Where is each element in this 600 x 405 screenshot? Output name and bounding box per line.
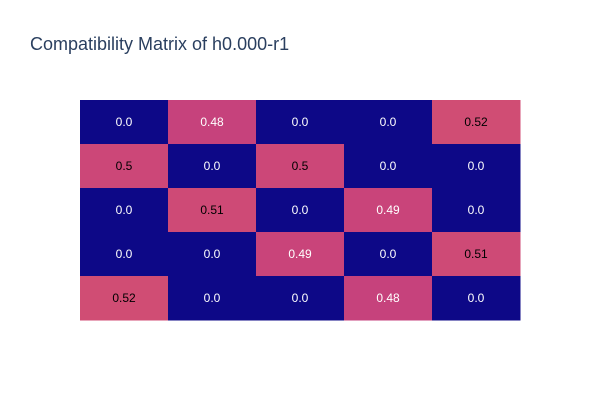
heatmap-label-r1-c3: 0.0 [380,159,397,173]
heatmap-cell-r4-c3 [344,276,433,321]
heatmap-cell-r3-c3 [344,232,433,277]
heatmap-label-r3-c2: 0.49 [288,247,312,261]
heatmap-label-r0-c3: 0.0 [380,115,397,129]
heatmap-label-r1-c0: 0.5 [116,159,133,173]
heatmap-label-r3-c1: 0.0 [204,247,221,261]
heatmap-cell-r3-c4 [432,232,521,277]
heatmap-cell-r1-c4 [432,144,521,189]
heatmap-cell-r1-c1 [168,144,257,189]
heatmap-label-r3-c3: 0.0 [380,247,397,261]
heatmap-cell-r4-c2 [256,276,345,321]
heatmap-cell-r3-c1 [168,232,257,277]
heatmap-cell-r2-c4 [432,188,521,233]
heatmap-label-r3-c4: 0.51 [464,247,488,261]
heatmap-cell-r2-c3 [344,188,433,233]
heatmap-label-r2-c2: 0.0 [292,203,309,217]
heatmap-cell-r2-c0 [80,188,169,233]
heatmap-label-r0-c4: 0.52 [464,115,488,129]
heatmap-label-r0-c1: 0.48 [200,115,224,129]
heatmap-label-r3-c0: 0.0 [116,247,133,261]
heatmap-label-r4-c3: 0.48 [376,291,400,305]
heatmap-cell-r3-c0 [80,232,169,277]
heatmap-label-r0-c0: 0.0 [116,115,133,129]
heatmap-cell-r1-c0 [80,144,169,189]
heatmap-label-r1-c1: 0.0 [204,159,221,173]
heatmap-label-r1-c2: 0.5 [292,159,309,173]
heatmap-label-r2-c0: 0.0 [116,203,133,217]
heatmap-cell-r0-c0 [80,100,169,145]
heatmap-label-r0-c2: 0.0 [292,115,309,129]
heatmap-label-r2-c1: 0.51 [200,203,224,217]
heatmap-cell-r0-c1 [168,100,257,145]
heatmap-cell-r1-c2 [256,144,345,189]
heatmap-cell-r4-c0 [80,276,169,321]
heatmap-label-r1-c4: 0.0 [468,159,485,173]
heatmap-label-r2-c4: 0.0 [468,203,485,217]
heatmap-label-r4-c2: 0.0 [292,291,309,305]
heatmap-label-r2-c3: 0.49 [376,203,400,217]
heatmap-cell-r2-c2 [256,188,345,233]
chart-title: Compatibility Matrix of h0.000-r1 [30,34,290,54]
heatmap-cell-r0-c4 [432,100,521,145]
heatmap-label-r4-c1: 0.0 [204,291,221,305]
heatmap-label-r4-c0: 0.52 [112,291,136,305]
heatmap-cell-r0-c2 [256,100,345,145]
heatmap-cell-r3-c2 [256,232,345,277]
heatmap-cell-r4-c1 [168,276,257,321]
heatmap-cell-r1-c3 [344,144,433,189]
heatmap-cell-r0-c3 [344,100,433,145]
heatmap-cell-r4-c4 [432,276,521,321]
heatmap-cell-r2-c1 [168,188,257,233]
heatmap-label-r4-c4: 0.0 [468,291,485,305]
